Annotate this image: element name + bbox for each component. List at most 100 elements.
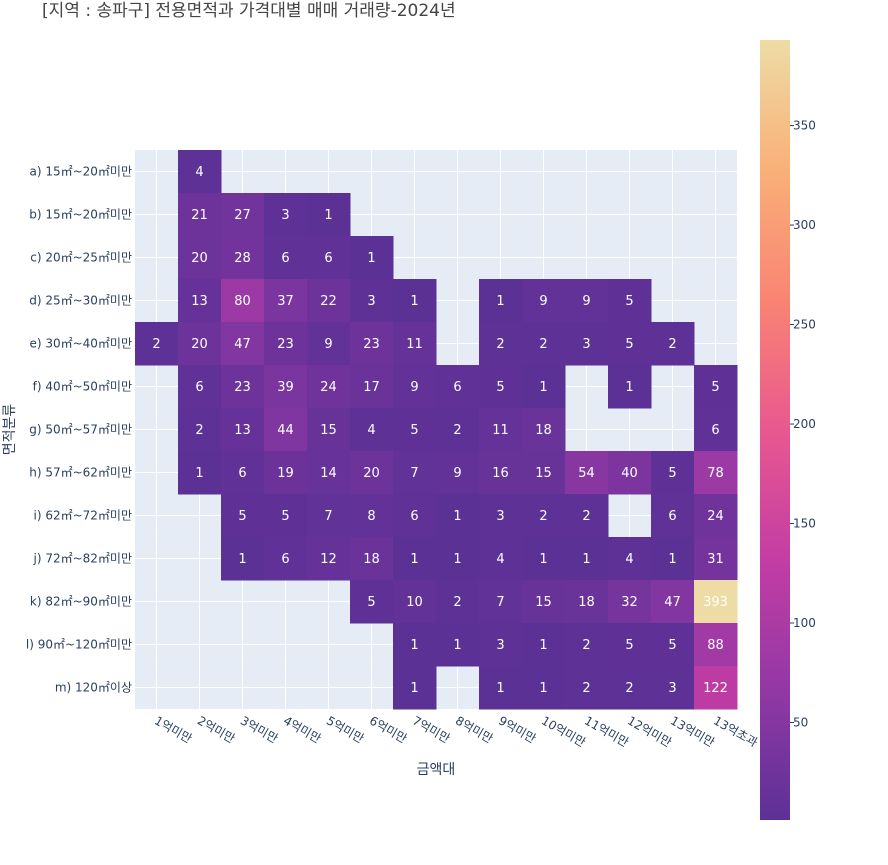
heatmap-cell (264, 494, 308, 538)
heatmap-cell (264, 279, 308, 323)
heatmap-cell (393, 322, 437, 366)
y-tick-label: b) 15㎡~20㎡미만 (29, 208, 132, 222)
cell-value-label: 1 (539, 638, 547, 653)
cell-value-label: 3 (281, 208, 289, 223)
cell-value-label: 2 (582, 509, 590, 524)
y-tick-label: i) 62㎡~72㎡미만 (33, 509, 132, 523)
heatmap-cell (694, 666, 738, 710)
cell-value-label: 2 (195, 423, 203, 438)
x-tick-label: 12억미만 (625, 713, 674, 749)
cell-value-label: 6 (668, 509, 676, 524)
cell-value-label: 13 (234, 423, 251, 438)
heatmap-cell (178, 236, 222, 280)
heatmap-cell (307, 322, 351, 366)
heatmap-cell (393, 623, 437, 667)
cell-value-label: 44 (277, 423, 294, 438)
cell-value-label: 9 (539, 294, 547, 309)
cell-value-label: 5 (668, 638, 676, 653)
heatmap-cell (264, 236, 308, 280)
cell-value-label: 6 (281, 251, 289, 266)
cell-value-label: 1 (625, 380, 633, 395)
colorbar-tick-label: 50 (793, 716, 808, 730)
heatmap-cell (178, 451, 222, 495)
heatmap-cell (608, 365, 652, 409)
x-tick-labels: 1억미만 2억미만 3억미만 4억미만 5억미만 6억미만 7억미만 8억미만 9억미만 10억미… (152, 713, 760, 749)
heatmap-cell (350, 279, 394, 323)
y-tick-label: h) 57㎡~62㎡미만 (29, 466, 132, 480)
cell-value-label: 19 (277, 466, 294, 481)
cell-value-label: 1 (238, 552, 246, 567)
heatmap-cell (307, 408, 351, 452)
y-tick-label: d) 25㎡~30㎡미만 (29, 294, 132, 308)
cell-value-label: 6 (238, 466, 246, 481)
cell-value-label: 54 (578, 466, 595, 481)
heatmap-cell (694, 365, 738, 409)
cell-value-label: 18 (578, 595, 595, 610)
cell-value-label: 24 (320, 380, 337, 395)
y-tick-label: a) 15㎡~20㎡미만 (29, 165, 132, 179)
cell-value-label: 6 (711, 423, 719, 438)
heatmap-cell (479, 322, 523, 366)
heatmap-cell (307, 365, 351, 409)
heatmap-cell (307, 236, 351, 280)
colorbar-tick-label: 150 (793, 517, 816, 531)
heatmap-cell (565, 666, 609, 710)
cell-value-label: 40 (621, 466, 638, 481)
heatmap-cell (393, 451, 437, 495)
heatmap-cell (135, 322, 179, 366)
heatmap-cell (479, 408, 523, 452)
y-tick-label: e) 30㎡~40㎡미만 (29, 337, 132, 351)
heatmap-cell (350, 494, 394, 538)
heatmap-cell (522, 580, 566, 624)
cell-value-label: 1 (668, 552, 676, 567)
cell-value-label: 5 (625, 638, 633, 653)
heatmap-cell (522, 537, 566, 581)
cell-value-label: 5 (625, 337, 633, 352)
cell-value-label: 4 (625, 552, 633, 567)
cell-value-label: 18 (535, 423, 552, 438)
cell-value-label: 1 (539, 681, 547, 696)
x-tick-label: 8억미만 (453, 713, 495, 746)
cell-value-label: 20 (191, 337, 208, 352)
cell-value-label: 122 (703, 681, 728, 696)
cell-value-label: 15 (535, 466, 552, 481)
heatmap-cell (522, 666, 566, 710)
heatmap-cell (608, 537, 652, 581)
heatmap-cell (608, 322, 652, 366)
heatmap-cell (264, 322, 308, 366)
cell-value-label: 1 (324, 208, 332, 223)
cell-value-label: 2 (582, 638, 590, 653)
heatmap-cell (393, 408, 437, 452)
heatmap-cell (178, 322, 222, 366)
heatmap-cell (522, 365, 566, 409)
heatmap-cell (221, 494, 265, 538)
cell-value-label: 2 (453, 423, 461, 438)
cell-value-label: 1 (410, 552, 418, 567)
cell-value-label: 2 (453, 595, 461, 610)
cell-value-label: 78 (707, 466, 724, 481)
cell-value-label: 2 (539, 509, 547, 524)
cell-value-label: 39 (277, 380, 294, 395)
cell-value-label: 12 (320, 552, 337, 567)
heatmap-cell (608, 580, 652, 624)
cell-value-label: 1 (410, 294, 418, 309)
heatmap-cell (522, 322, 566, 366)
cell-value-label: 23 (277, 337, 294, 352)
cell-value-label: 15 (320, 423, 337, 438)
colorbar-tick-label: 250 (793, 318, 816, 332)
cell-value-label: 23 (234, 380, 251, 395)
cell-value-label: 5 (711, 380, 719, 395)
cell-value-label: 9 (324, 337, 332, 352)
cell-value-label: 9 (453, 466, 461, 481)
heatmap-cell (221, 451, 265, 495)
heatmap-cell (608, 451, 652, 495)
heatmap-cell (651, 451, 695, 495)
cell-value-label: 1 (496, 681, 504, 696)
heatmap-cell (522, 408, 566, 452)
heatmap-cell (393, 537, 437, 581)
heatmap-cell (436, 365, 480, 409)
heatmap-cell (608, 666, 652, 710)
cell-value-label: 2 (582, 681, 590, 696)
heatmap-cell (393, 365, 437, 409)
